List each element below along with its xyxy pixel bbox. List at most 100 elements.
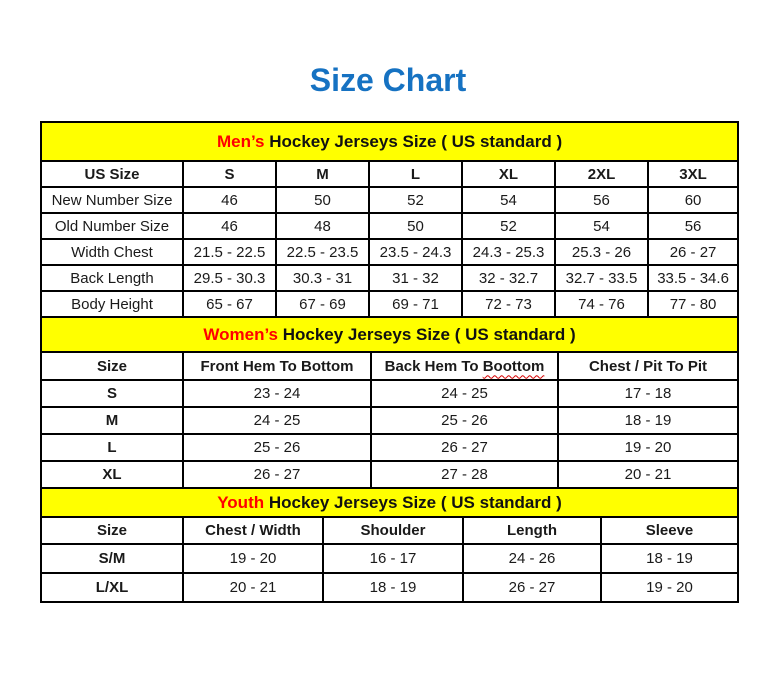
mens-size-table: Men’s Hockey Jerseys Size ( US standard … <box>39 121 740 318</box>
table-row: M 24 - 25 25 - 26 18 - 19 <box>40 406 740 435</box>
mens-section-band: Men’s Hockey Jerseys Size ( US standard … <box>39 121 740 162</box>
table-row: L 25 - 26 26 - 27 19 - 20 <box>40 433 740 462</box>
row-label: New Number Size <box>40 186 184 214</box>
column-header-size: Size <box>40 351 184 381</box>
row-label: Back Length <box>40 264 184 292</box>
table-row: Back Length 29.5 - 30.3 30.3 - 31 31 - 3… <box>40 264 740 292</box>
size-value: 67 - 69 <box>275 290 370 318</box>
table-row: S/M 19 - 20 16 - 17 24 - 26 18 - 19 <box>40 543 739 574</box>
column-header-3xl: 3XL <box>646 160 740 188</box>
size-value: 21.5 - 22.5 <box>182 238 277 266</box>
size-value: 24.3 - 25.3 <box>461 238 556 266</box>
mens-section-highlight: Men’s <box>216 131 265 151</box>
size-value: 23 - 24 <box>182 379 372 408</box>
size-value: 52 <box>368 186 463 214</box>
youth-section-band: Youth Hockey Jerseys Size ( US standard … <box>40 487 739 518</box>
table-row: Old Number Size 46 48 50 52 54 56 <box>40 212 740 240</box>
table-row: New Number Size 46 50 52 54 56 60 <box>40 186 740 214</box>
size-value: 30.3 - 31 <box>275 264 370 292</box>
size-value: 32.7 - 33.5 <box>554 264 649 292</box>
size-value: 54 <box>554 212 649 240</box>
size-value: 29.5 - 30.3 <box>182 264 277 292</box>
womens-section-highlight: Women’s <box>203 324 278 344</box>
back-hem-prefix: Back Hem To <box>384 357 483 375</box>
size-value: 32 - 32.7 <box>461 264 556 292</box>
table-row: S 23 - 24 24 - 25 17 - 18 <box>40 379 740 408</box>
row-label: L/XL <box>40 572 184 603</box>
column-header-front-hem: Front Hem To Bottom <box>182 351 372 381</box>
size-value: 18 - 19 <box>322 572 464 603</box>
size-value: 20 - 21 <box>182 572 324 603</box>
womens-section-rest: Hockey Jerseys Size ( US standard ) <box>278 324 576 344</box>
row-label: XL <box>40 460 184 489</box>
womens-header-row: Size Front Hem To Bottom Back Hem To Boo… <box>40 351 740 381</box>
row-label: Body Height <box>40 290 184 318</box>
size-value: 17 - 18 <box>556 379 740 408</box>
size-value: 26 - 27 <box>182 460 372 489</box>
size-value: 19 - 20 <box>556 433 740 462</box>
size-value: 20 - 21 <box>556 460 740 489</box>
row-label: M <box>40 406 184 435</box>
womens-section-title: Women’s Hockey Jerseys Size ( US standar… <box>39 316 740 353</box>
womens-size-table: Women’s Hockey Jerseys Size ( US standar… <box>39 316 740 489</box>
column-header-size: Size <box>40 516 184 545</box>
size-value: 46 <box>182 186 277 214</box>
youth-section-title: Youth Hockey Jerseys Size ( US standard … <box>40 487 739 518</box>
size-value: 24 - 26 <box>462 543 602 574</box>
size-value: 18 - 19 <box>600 543 739 574</box>
row-label: S/M <box>40 543 184 574</box>
column-header-chest-width: Chest / Width <box>182 516 324 545</box>
size-value: 56 <box>554 186 649 214</box>
size-value: 22.5 - 23.5 <box>275 238 370 266</box>
size-value: 25 - 26 <box>370 406 559 435</box>
page-title: Size Chart <box>309 62 467 98</box>
size-value: 19 - 20 <box>600 572 739 603</box>
size-value: 25 - 26 <box>182 433 372 462</box>
column-header-xl: XL <box>461 160 556 188</box>
column-header-length: Length <box>462 516 602 545</box>
size-value: 27 - 28 <box>370 460 559 489</box>
size-value: 24 - 25 <box>182 406 372 435</box>
column-header-chest: Chest / Pit To Pit <box>556 351 740 381</box>
row-label: S <box>40 379 184 408</box>
size-value: 74 - 76 <box>554 290 649 318</box>
column-header-s: S <box>182 160 277 188</box>
size-value: 46 <box>182 212 277 240</box>
column-header-sleeve: Sleeve <box>600 516 739 545</box>
womens-section-band: Women’s Hockey Jerseys Size ( US standar… <box>39 316 740 353</box>
column-header-back-hem: Back Hem To Boottom <box>370 351 559 381</box>
size-value: 54 <box>461 186 556 214</box>
column-header-shoulder: Shoulder <box>322 516 464 545</box>
size-value: 48 <box>275 212 370 240</box>
size-value: 72 - 73 <box>461 290 556 318</box>
mens-section-title: Men’s Hockey Jerseys Size ( US standard … <box>39 121 740 162</box>
youth-header-row: Size Chest / Width Shoulder Length Sleev… <box>40 516 739 545</box>
size-value: 56 <box>646 212 740 240</box>
column-header-m: M <box>275 160 370 188</box>
size-value: 77 - 80 <box>646 290 740 318</box>
size-value: 26 - 27 <box>646 238 740 266</box>
size-chart: Men’s Hockey Jerseys Size ( US standard … <box>39 121 740 603</box>
row-label: Old Number Size <box>40 212 184 240</box>
size-value: 33.5 - 34.6 <box>646 264 740 292</box>
column-header-l: L <box>368 160 463 188</box>
back-hem-misspelled-word: Boottom <box>482 357 545 375</box>
youth-section-highlight: Youth <box>217 492 265 512</box>
size-value: 60 <box>646 186 740 214</box>
mens-header-row: US Size S M L XL 2XL 3XL <box>40 160 740 188</box>
table-row: XL 26 - 27 27 - 28 20 - 21 <box>40 460 740 489</box>
size-value: 16 - 17 <box>322 543 464 574</box>
size-value: 65 - 67 <box>182 290 277 318</box>
row-label: L <box>40 433 184 462</box>
size-value: 24 - 25 <box>370 379 559 408</box>
size-value: 25.3 - 26 <box>554 238 649 266</box>
size-value: 18 - 19 <box>556 406 740 435</box>
size-value: 26 - 27 <box>370 433 559 462</box>
size-value: 50 <box>368 212 463 240</box>
size-value: 69 - 71 <box>368 290 463 318</box>
mens-section-rest: Hockey Jerseys Size ( US standard ) <box>264 131 563 151</box>
youth-section-rest: Hockey Jerseys Size ( US standard ) <box>264 492 562 512</box>
size-value: 50 <box>275 186 370 214</box>
size-value: 19 - 20 <box>182 543 324 574</box>
table-row: Width Chest 21.5 - 22.5 22.5 - 23.5 23.5… <box>40 238 740 266</box>
